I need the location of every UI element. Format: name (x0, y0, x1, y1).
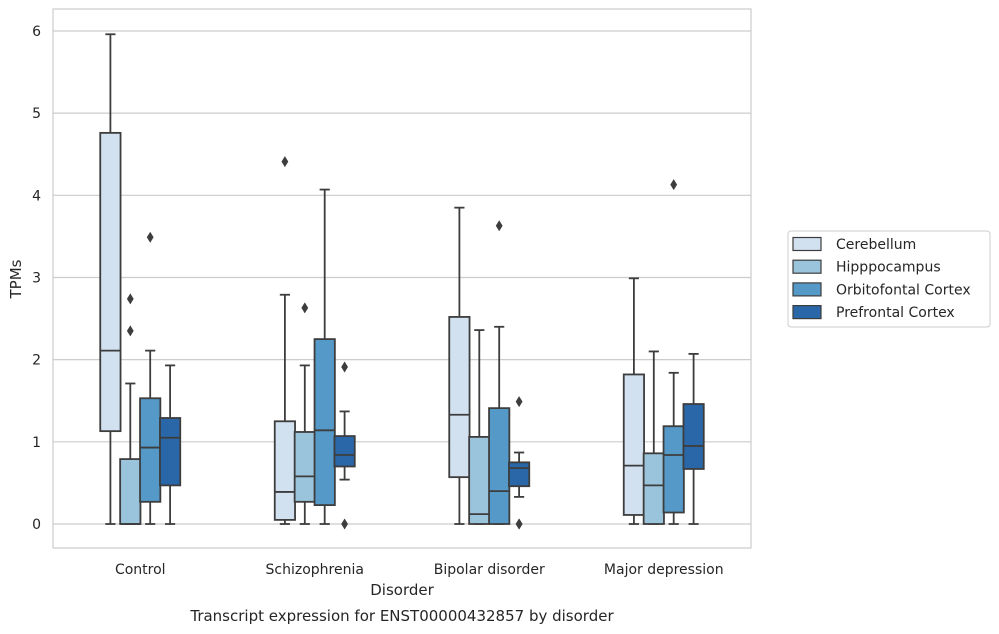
box-iqr (139, 397, 162, 503)
box-iqr (119, 458, 142, 525)
outlier-point (126, 293, 134, 305)
legend-swatch (792, 282, 822, 297)
outlier-point (515, 518, 523, 530)
outlier-point (495, 220, 503, 232)
box-2-1 (313, 188, 336, 525)
y-tick-label: 1 (32, 435, 41, 451)
legend-item: Prefrontal Cortex (792, 305, 955, 321)
y-tick-label: 2 (32, 353, 41, 369)
legend-swatch (792, 305, 822, 320)
box-3-1 (333, 361, 356, 530)
box-iqr (622, 373, 645, 516)
box-0-3 (622, 277, 645, 525)
legend-label: Orbitofontal Cortex (836, 282, 971, 298)
box-1-2 (468, 329, 491, 525)
x-axis-ticks: Control Schizophrenia Bipolar disorder Majo… (115, 562, 724, 578)
x-tick-label: Major depression (604, 562, 724, 578)
y-tick-label: 6 (32, 24, 41, 40)
x-tick-label: Control (115, 562, 166, 578)
legend: Cerebellum Hipppocampus Orbitofontal Corte… (787, 230, 991, 328)
box-3-2 (508, 396, 531, 530)
legend-item: Cerebellum (792, 236, 916, 253)
y-tick-label: 4 (32, 188, 41, 204)
box-iqr (448, 316, 471, 479)
box-3-3 (682, 353, 705, 525)
plot-area-frame (52, 8, 752, 549)
box-iqr (488, 407, 511, 525)
y-tick-label: 5 (32, 106, 41, 122)
box-1-3 (642, 350, 665, 525)
figure-caption: Transcript expression for ENST0000043285… (189, 607, 614, 625)
box-iqr (642, 452, 665, 525)
box-series (99, 33, 705, 530)
legend-item: Hipppocampus (792, 259, 941, 276)
outlier-point (341, 518, 348, 530)
legend-label: Hipppocampus (836, 260, 941, 276)
box-iqr (273, 420, 296, 521)
legend-swatch (792, 236, 822, 252)
box-3-0 (159, 364, 182, 525)
box-0-1 (273, 156, 296, 525)
legend-item: Orbitofontal Cortex (792, 282, 971, 298)
outlier-point (670, 179, 678, 191)
outlier-point (281, 156, 289, 168)
y-axis-title: TPMs (7, 259, 25, 299)
outlier-point (126, 325, 134, 337)
x-tick-label: Schizophrenia (266, 562, 364, 578)
y-tick-label: 0 (32, 517, 41, 533)
y-axis-ticks: 0 1 2 3 4 5 6 (32, 24, 41, 533)
outlier-point (515, 396, 523, 408)
legend-frame (787, 230, 991, 328)
box-iqr (508, 461, 531, 488)
box-0-2 (448, 206, 471, 525)
box-0-0 (99, 33, 122, 525)
y-tick-label: 3 (32, 270, 41, 286)
x-axis-title: Disorder (370, 581, 434, 599)
box-2-0 (139, 231, 162, 525)
box-1-1 (293, 302, 316, 525)
box-iqr (313, 338, 336, 507)
outlier-point (341, 361, 348, 373)
outlier-point (146, 231, 154, 243)
box-iqr (99, 131, 122, 433)
box-iqr (333, 435, 356, 468)
legend-label: Prefrontal Cortex (836, 305, 955, 321)
x-tick-label: Bipolar disorder (434, 562, 545, 578)
legend-label: Cerebellum (836, 237, 916, 253)
box-iqr (159, 417, 182, 487)
box-iqr (682, 403, 705, 470)
box-2-3 (662, 179, 685, 525)
box-2-2 (488, 220, 511, 525)
box-1-0 (119, 293, 142, 525)
box-iqr (468, 435, 491, 525)
legend-swatch (792, 259, 822, 274)
box-iqr (293, 431, 316, 503)
outlier-point (301, 302, 309, 314)
box-iqr (662, 425, 685, 514)
